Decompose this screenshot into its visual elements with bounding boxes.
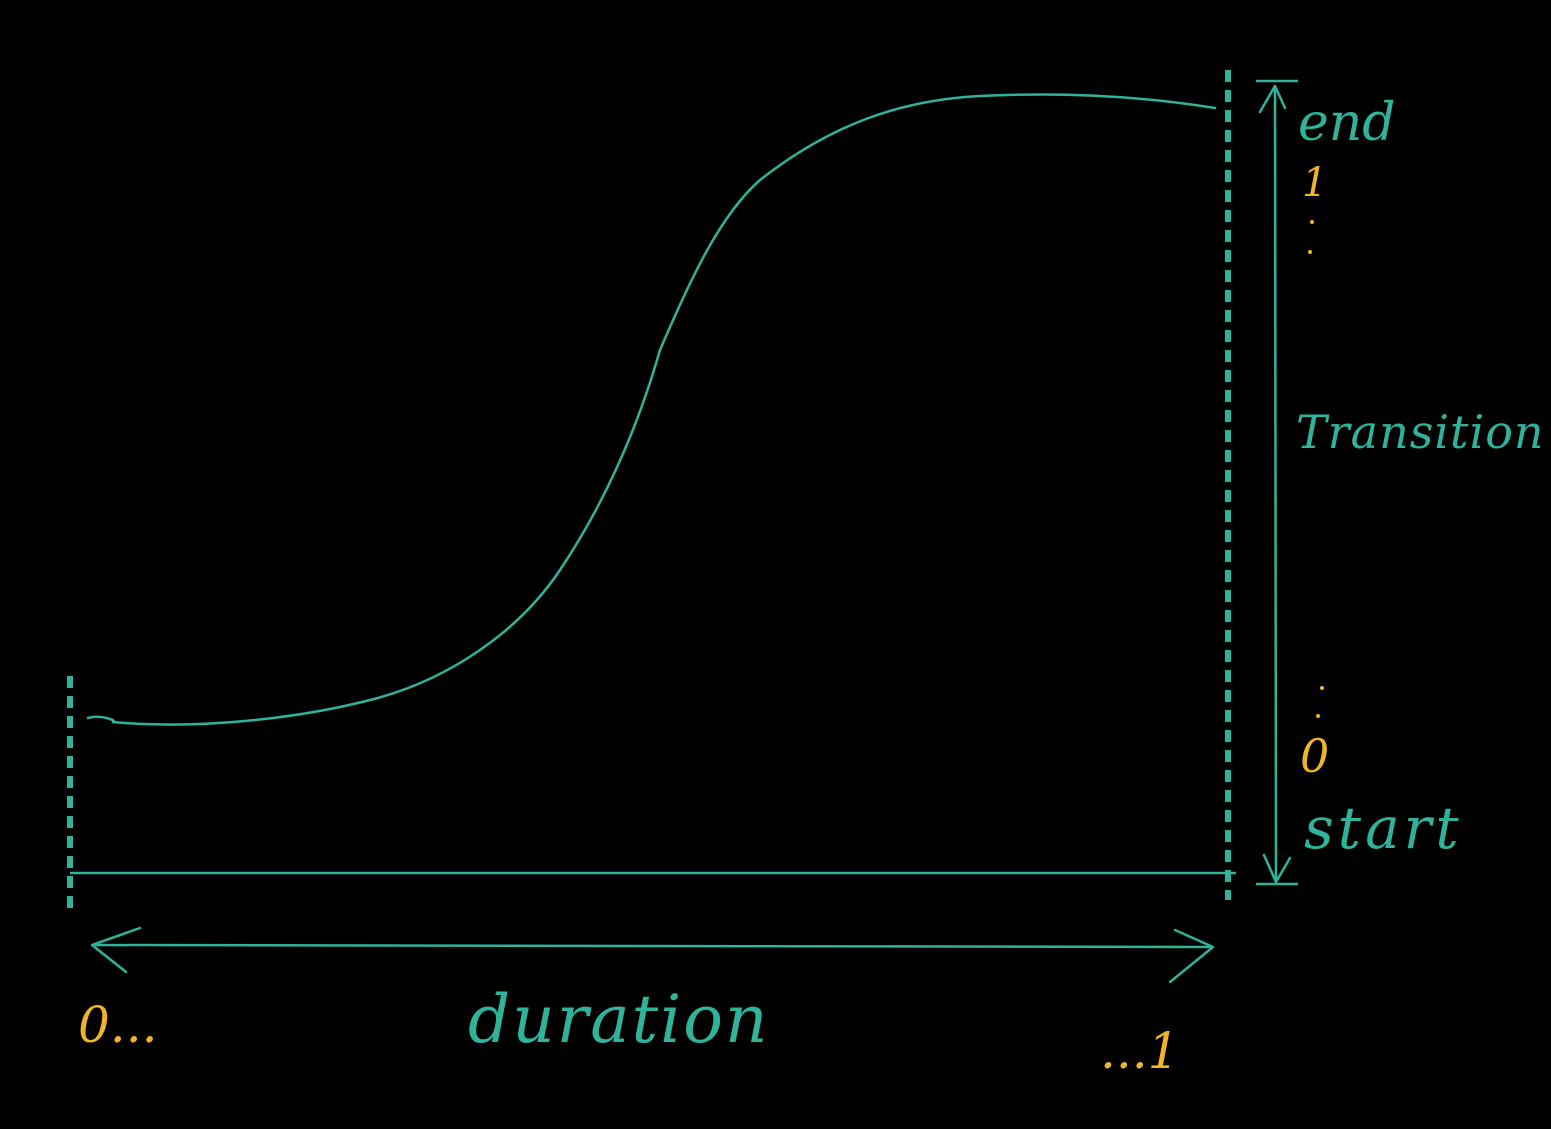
easing-curve	[86, 93, 1217, 726]
transition-arrow-line	[1273, 85, 1278, 883]
duration-label: duration	[468, 981, 770, 1058]
dot-mark	[1310, 220, 1314, 224]
duration-arrow-left-head	[90, 926, 142, 974]
transition-arrow-up-head	[1258, 84, 1287, 114]
value-bottom-label: 0	[1300, 729, 1329, 783]
dot-mark	[1316, 714, 1320, 718]
dot-mark	[1320, 686, 1324, 690]
transition-label: Transition	[1296, 405, 1545, 459]
time-start-label: 0...	[78, 996, 158, 1054]
value-top-label: 1	[1302, 160, 1327, 206]
start-label: start	[1304, 794, 1463, 862]
dot-mark	[1308, 250, 1312, 254]
time-end-label: ...1	[1100, 1022, 1180, 1080]
transition-arrow-down-head	[1262, 853, 1292, 884]
duration-arrow-right-head	[1168, 928, 1215, 984]
end-label: end	[1298, 93, 1396, 153]
duration-arrow-line	[91, 943, 1214, 949]
